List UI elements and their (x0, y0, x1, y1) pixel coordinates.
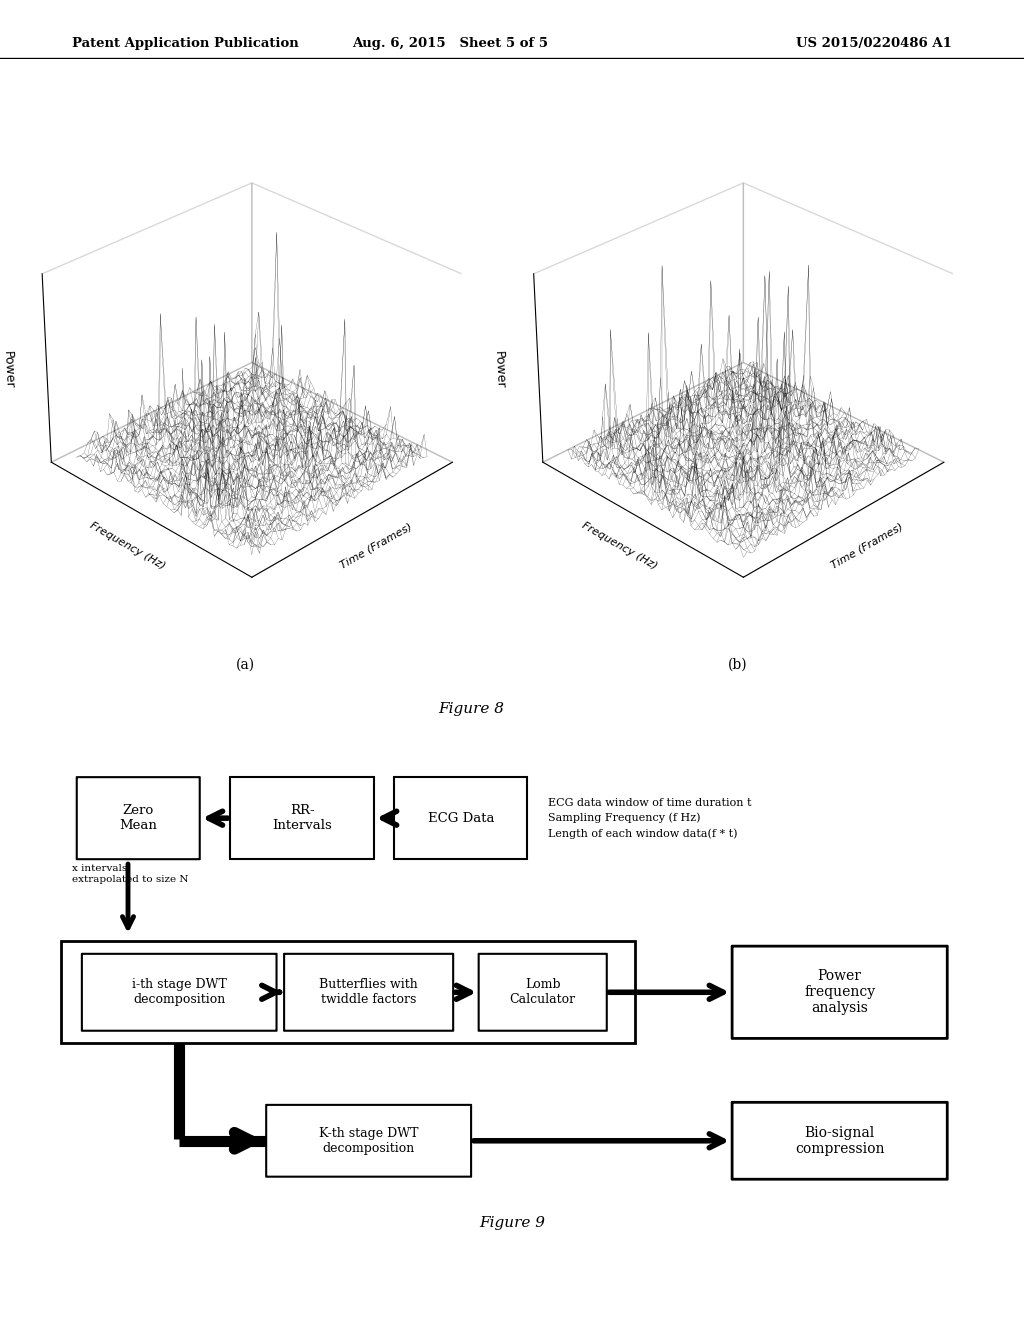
Text: (b): (b) (727, 657, 748, 672)
Y-axis label: Frequency (Hz): Frequency (Hz) (88, 520, 167, 572)
Y-axis label: Frequency (Hz): Frequency (Hz) (580, 520, 658, 572)
FancyBboxPatch shape (230, 777, 374, 859)
Text: K-th stage DWT
decomposition: K-th stage DWT decomposition (318, 1127, 419, 1155)
Text: Aug. 6, 2015   Sheet 5 of 5: Aug. 6, 2015 Sheet 5 of 5 (352, 37, 549, 50)
FancyBboxPatch shape (77, 777, 200, 859)
FancyBboxPatch shape (82, 954, 276, 1031)
Text: i-th stage DWT
decomposition: i-th stage DWT decomposition (132, 978, 226, 1006)
Text: (a): (a) (237, 657, 255, 672)
Text: ECG Data: ECG Data (428, 812, 494, 825)
Text: Bio-signal
compression: Bio-signal compression (795, 1126, 885, 1156)
FancyBboxPatch shape (394, 777, 527, 859)
Text: ECG data window of time duration t: ECG data window of time duration t (548, 797, 752, 808)
Text: US 2015/0220486 A1: US 2015/0220486 A1 (797, 37, 952, 50)
Text: Power
frequency
analysis: Power frequency analysis (804, 969, 876, 1015)
FancyBboxPatch shape (266, 1105, 471, 1176)
FancyBboxPatch shape (478, 954, 607, 1031)
FancyBboxPatch shape (732, 1102, 947, 1179)
Text: Zero
Mean: Zero Mean (120, 804, 157, 832)
Text: x intervals
extrapolated to size N: x intervals extrapolated to size N (72, 865, 188, 883)
X-axis label: Time (Frames): Time (Frames) (338, 521, 414, 570)
Text: Lomb
Calculator: Lomb Calculator (510, 978, 575, 1006)
Text: Sampling Frequency (f Hz): Sampling Frequency (f Hz) (548, 813, 700, 824)
Text: RR-
Intervals: RR- Intervals (272, 804, 332, 832)
Text: Figure 8: Figure 8 (438, 701, 504, 715)
FancyBboxPatch shape (284, 954, 454, 1031)
X-axis label: Time (Frames): Time (Frames) (829, 521, 905, 570)
Text: Figure 9: Figure 9 (479, 1216, 545, 1230)
Text: Butterflies with
twiddle factors: Butterflies with twiddle factors (319, 978, 418, 1006)
Text: Length of each window data(f * t): Length of each window data(f * t) (548, 828, 737, 838)
FancyBboxPatch shape (732, 946, 947, 1039)
Text: Patent Application Publication: Patent Application Publication (72, 37, 298, 50)
FancyBboxPatch shape (61, 941, 635, 1044)
